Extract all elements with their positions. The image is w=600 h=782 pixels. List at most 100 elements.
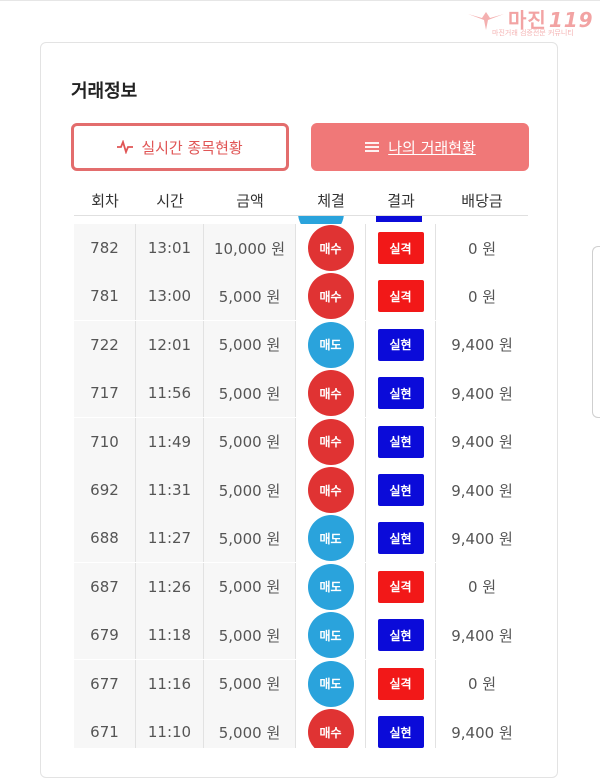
time-cell: 11:16	[136, 659, 204, 708]
amount-cell: 5,000 원	[204, 272, 296, 321]
list-lines-icon	[364, 141, 380, 153]
header-time: 시간	[156, 192, 184, 210]
execution-cell: 매수	[296, 272, 366, 321]
execution-cell: 매수	[296, 708, 366, 748]
realtime-status-button[interactable]: 실시간 종목현황	[71, 123, 289, 171]
dividend-cell: 0 원	[436, 224, 528, 272]
result-cell: 실현	[366, 611, 436, 660]
time-cell: 11:27	[136, 514, 204, 563]
result-cell: 실현	[366, 417, 436, 466]
table-row: 692 11:31 5,000 원 매수 실현 9,400 원	[74, 466, 528, 514]
watermark-logo: 마진 119 마진거래 검증전문 커뮤니티	[466, 6, 594, 40]
sell-execution-badge: 매도	[307, 660, 354, 707]
trade-info-card: 거래정보 실시간 종목현황 나의 거래현황 회차 시간 금액 체결 결과 배당금…	[40, 42, 558, 778]
round-cell: 717	[74, 369, 136, 418]
result-badge: 실격	[377, 570, 424, 603]
table-row: 679 11:18 5,000 원 매도 실현 9,400 원	[74, 611, 528, 660]
table-row: 717 11:56 5,000 원 매수 실현 9,400 원	[74, 369, 528, 418]
round-cell: 692	[74, 466, 136, 514]
time-cell: 12:01	[136, 320, 204, 369]
header-execution: 체결	[317, 192, 345, 210]
table-row: 781 13:00 5,000 원 매수 실격 0 원	[74, 272, 528, 321]
table-row: 687 11:26 5,000 원 매도 실격 0 원	[74, 562, 528, 611]
realtime-status-label: 실시간 종목현황	[141, 138, 243, 157]
result-cell: 실격	[366, 272, 436, 321]
time-cell: 13:01	[136, 224, 204, 272]
result-cell: 실격	[366, 224, 436, 272]
watermark-title: 마진 119	[508, 8, 594, 32]
result-cell: 실격	[366, 562, 436, 611]
execution-cell: 매도	[296, 611, 366, 660]
watermark-subtitle: 마진거래 검증전문 커뮤니티	[492, 29, 574, 37]
result-cell: 실현	[366, 708, 436, 748]
round-cell: 687	[74, 562, 136, 611]
result-cell: 실현	[366, 514, 436, 563]
round-cell: 677	[74, 659, 136, 708]
amount-cell: 5,000 원	[204, 514, 296, 563]
amount-cell: 10,000 원	[204, 224, 296, 272]
round-cell: 781	[74, 272, 136, 321]
table-row: 688 11:27 5,000 원 매도 실현 9,400 원	[74, 514, 528, 563]
sell-execution-badge: 매도	[307, 563, 354, 610]
result-badge: 실현	[377, 474, 424, 506]
amount-cell: 5,000 원	[204, 562, 296, 611]
side-panel-handle[interactable]	[592, 246, 600, 418]
time-cell: 11:56	[136, 369, 204, 418]
round-cell: 671	[74, 708, 136, 748]
my-trades-button[interactable]: 나의 거래현황	[311, 123, 529, 171]
partial-badge	[376, 216, 422, 222]
result-badge: 실현	[377, 377, 424, 410]
buy-execution-badge: 매수	[307, 418, 354, 465]
dividend-cell: 0 원	[436, 659, 528, 708]
time-cell: 11:31	[136, 466, 204, 514]
my-trades-label: 나의 거래현황	[388, 138, 476, 157]
table-row: 710 11:49 5,000 원 매수 실현 9,400 원	[74, 417, 528, 466]
result-badge: 실격	[377, 232, 424, 264]
result-cell: 실격	[366, 659, 436, 708]
pulse-icon	[117, 140, 134, 154]
dividend-cell: 9,400 원	[436, 417, 528, 466]
buy-execution-badge: 매수	[307, 467, 354, 513]
dividend-cell: 0 원	[436, 272, 528, 321]
round-cell: 782	[74, 224, 136, 272]
dividend-cell: 9,400 원	[436, 320, 528, 369]
amount-cell: 5,000 원	[204, 369, 296, 418]
wing-logo-icon	[468, 12, 504, 30]
time-cell: 11:49	[136, 417, 204, 466]
execution-cell: 매도	[296, 320, 366, 369]
round-cell: 679	[74, 611, 136, 660]
dividend-cell: 9,400 원	[436, 466, 528, 514]
table-header: 회차 시간 금액 체결 결과 배당금	[41, 185, 559, 221]
execution-cell: 매수	[296, 369, 366, 418]
amount-cell: 5,000 원	[204, 466, 296, 514]
buy-execution-badge: 매수	[307, 225, 354, 271]
execution-cell: 매도	[296, 514, 366, 563]
result-badge: 실현	[377, 328, 424, 361]
time-cell: 11:26	[136, 562, 204, 611]
result-badge: 실현	[377, 522, 424, 555]
time-cell: 13:00	[136, 272, 204, 321]
buy-execution-badge: 매수	[307, 273, 354, 320]
header-result: 결과	[387, 192, 415, 210]
dividend-cell: 9,400 원	[436, 369, 528, 418]
amount-cell: 5,000 원	[204, 417, 296, 466]
result-badge: 실격	[377, 667, 424, 700]
execution-cell: 매도	[296, 659, 366, 708]
result-badge: 실격	[377, 280, 424, 313]
execution-cell: 매수	[296, 466, 366, 514]
table-row: 671 11:10 5,000 원 매수 실현 9,400 원	[74, 708, 528, 748]
round-cell: 688	[74, 514, 136, 563]
execution-cell: 매도	[296, 562, 366, 611]
result-cell: 실현	[366, 466, 436, 514]
trade-table[interactable]: 782 13:01 10,000 원 매수 실격 0 원 781 13:00 5,000 원 매수…	[74, 215, 528, 748]
amount-cell: 5,000 원	[204, 320, 296, 369]
table-row: 782 13:01 10,000 원 매수 실격 0 원	[74, 224, 528, 272]
buy-execution-badge: 매수	[307, 709, 354, 748]
header-round: 회차	[91, 192, 119, 210]
amount-cell: 5,000 원	[204, 708, 296, 748]
top-divider	[0, 0, 600, 1]
sell-execution-badge: 매도	[307, 515, 354, 562]
sell-execution-badge: 매도	[307, 612, 354, 659]
table-row: 677 11:16 5,000 원 매도 실격 0 원	[74, 659, 528, 708]
header-amount: 금액	[236, 192, 264, 210]
